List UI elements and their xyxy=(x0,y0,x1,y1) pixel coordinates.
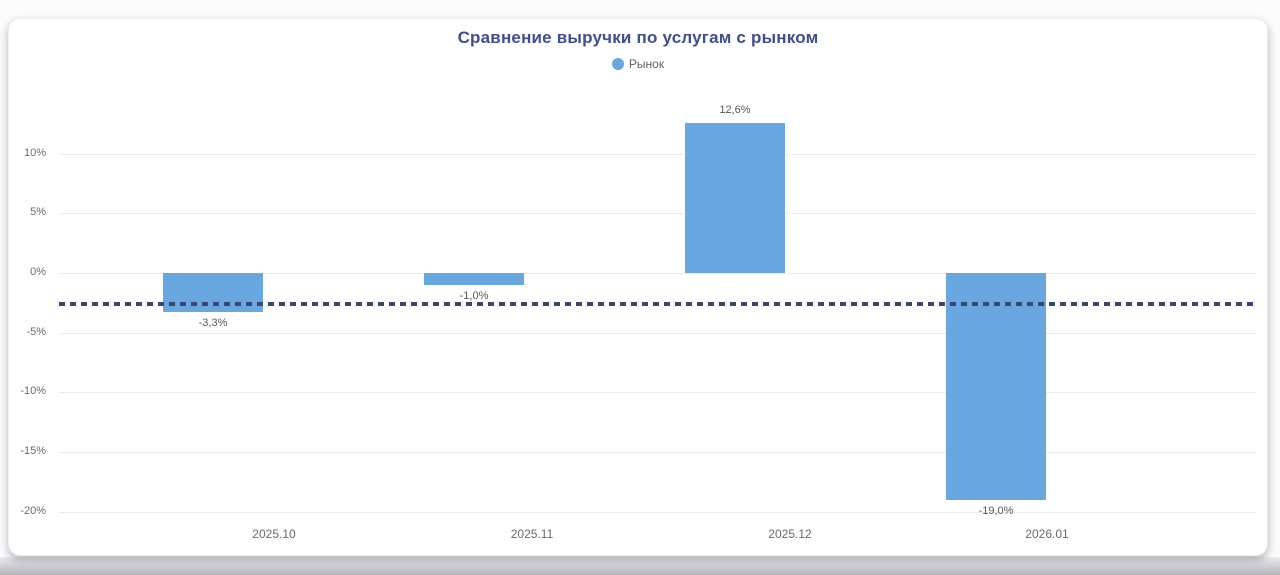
bar-value-label-2025.12: 12,6% xyxy=(719,103,751,116)
y-axis-tick-label: -15% xyxy=(20,444,46,457)
chart-title: Сравнение выручки по услугам с рынком xyxy=(457,28,819,47)
gridline-0% xyxy=(59,273,1256,274)
x-axis-label-2026.01: 2026.01 xyxy=(1025,527,1069,541)
gridline-5% xyxy=(59,213,1256,215)
plot-area: 10% 5% 0% -5% -10% -15% -20% -3,3% -1,0% 12,6% -19… xyxy=(9,19,1267,555)
gridline--10% xyxy=(59,392,1256,394)
reference-line xyxy=(59,302,1256,306)
y-axis-tick-label: -5% xyxy=(26,325,46,338)
y-axis-tick-label: 0% xyxy=(30,266,46,278)
bar-value-label-2026.01: -19,0% xyxy=(978,504,1014,517)
bar-value-label-2025.11: -1,0% xyxy=(459,289,489,302)
bar-2025.11[interactable] xyxy=(424,273,524,285)
chart-legend: Рынок xyxy=(9,57,1267,71)
bar-2025.10[interactable] xyxy=(163,273,263,313)
bar-2026.01[interactable] xyxy=(946,273,1046,500)
x-axis-label-2025.11: 2025.11 xyxy=(510,527,554,541)
y-axis-tick-label: 10% xyxy=(23,146,46,159)
y-axis-tick-label: -10% xyxy=(20,385,46,398)
legend-dot-icon xyxy=(611,58,624,70)
chart-card: Сравнение выручки по услугам с рынком Ры… xyxy=(8,18,1268,556)
gridline-10% xyxy=(59,153,1256,155)
card-bottom-shadow xyxy=(0,557,1280,575)
gridline--15% xyxy=(59,451,1256,453)
bar-2025.12[interactable] xyxy=(685,122,785,273)
x-axis-label-2025.12: 2025.12 xyxy=(768,527,812,541)
y-axis-tick-label: 5% xyxy=(30,206,46,219)
gridline--20% xyxy=(59,511,1256,513)
bar-value-label-2025.10: -3,3% xyxy=(198,317,228,330)
gridline--5% xyxy=(59,332,1256,334)
x-axis-label-2025.10: 2025.10 xyxy=(252,527,296,541)
y-axis-tick-label: -20% xyxy=(20,504,46,517)
legend-label: Рынок xyxy=(628,57,665,71)
legend-item-market[interactable]: Рынок xyxy=(611,57,665,71)
